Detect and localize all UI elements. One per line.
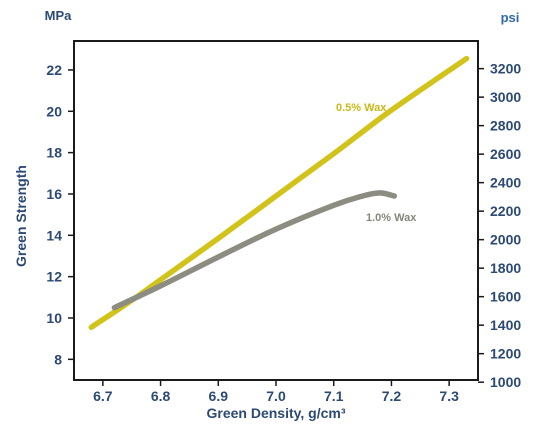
y-left-tick-label: 22	[46, 62, 62, 78]
y-right-tick-label: 1000	[490, 374, 521, 390]
y-right-tick-label: 1800	[490, 260, 521, 276]
y-right-tick-label: 2400	[490, 175, 521, 191]
y-right-tick-label: 3200	[490, 61, 521, 77]
y-right-tick-label: 2000	[490, 232, 521, 248]
y-right-tick-label: 2600	[490, 146, 521, 162]
y-left-tick-label: 8	[54, 351, 62, 367]
x-tick-label: 6.9	[209, 388, 229, 404]
x-tick-label: 7.3	[439, 388, 459, 404]
y-right-tick-label: 1600	[490, 289, 521, 305]
left-unit-label: MPa	[45, 8, 73, 23]
series-label-0.5-wax: 0.5% Wax	[336, 102, 387, 114]
y-left-tick-label: 14	[46, 227, 62, 243]
x-axis-title: Green Density, g/cm³	[206, 405, 345, 421]
y-left-tick-label: 18	[46, 145, 62, 161]
x-tick-label: 6.8	[151, 388, 171, 404]
y-right-tick-label: 2200	[490, 203, 521, 219]
x-tick-label: 7.2	[382, 388, 402, 404]
y-right-tick-label: 2800	[490, 118, 521, 134]
axis-ticks: 8 10 12 14 16 18 20 22 1000 1200 1400 1600 1800 2000 2…	[46, 61, 521, 404]
y-left-tick-label: 20	[46, 103, 62, 119]
y-left-tick-label: 10	[46, 310, 62, 326]
series-line-0	[88, 55, 470, 331]
x-tick-label: 7.0	[266, 388, 286, 404]
y-left-tick-label: 12	[46, 269, 62, 285]
series-line-1	[111, 190, 398, 311]
x-tick-label: 6.7	[93, 388, 113, 404]
series-lines	[88, 55, 470, 331]
y-right-tick-label: 3000	[490, 89, 521, 105]
y-right-tick-label: 1200	[490, 346, 521, 362]
y-right-tick-label: 1400	[490, 317, 521, 333]
y-axis-title: Green Strength	[13, 165, 29, 267]
series-label-1.0-wax: 1.0% Wax	[366, 212, 417, 224]
y-left-tick-label: 16	[46, 186, 62, 202]
right-unit-label: psi	[501, 10, 520, 25]
plot-frame	[73, 40, 479, 381]
x-tick-label: 7.1	[324, 388, 344, 404]
